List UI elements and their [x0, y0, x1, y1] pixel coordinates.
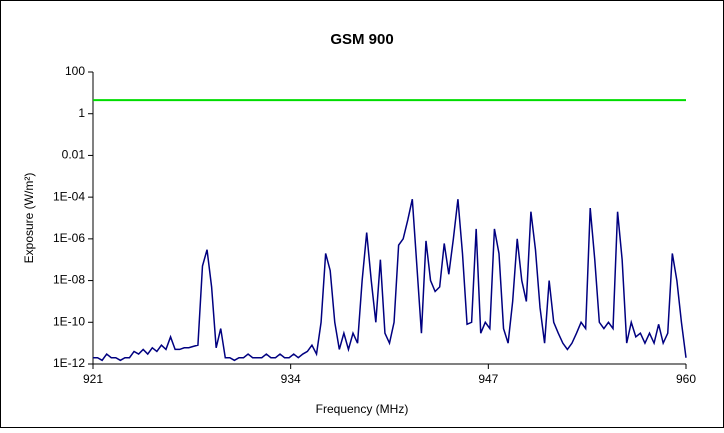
y-tick-label: 0.01	[62, 148, 86, 162]
y-tick-label: 1E-12	[53, 356, 85, 370]
y-tick-label: 1E-06	[53, 231, 85, 245]
y-axis-label: Exposure (W/m²)	[22, 173, 36, 264]
x-tick-label: 947	[478, 372, 498, 386]
x-tick-label: 934	[281, 372, 301, 386]
y-tick-label: 1E-04	[53, 189, 85, 203]
y-tick-label: 1E-10	[53, 314, 85, 328]
chart-title: GSM 900	[330, 31, 393, 48]
x-tick-label: 921	[83, 372, 103, 386]
y-tick-label: 1	[78, 106, 85, 120]
data-line	[93, 198, 687, 362]
y-tick-label: 1E-08	[53, 273, 85, 287]
x-axis-label: Frequency (MHz)	[316, 402, 409, 416]
x-tick-label: 960	[676, 372, 696, 386]
y-tick-label: 100	[65, 64, 85, 78]
